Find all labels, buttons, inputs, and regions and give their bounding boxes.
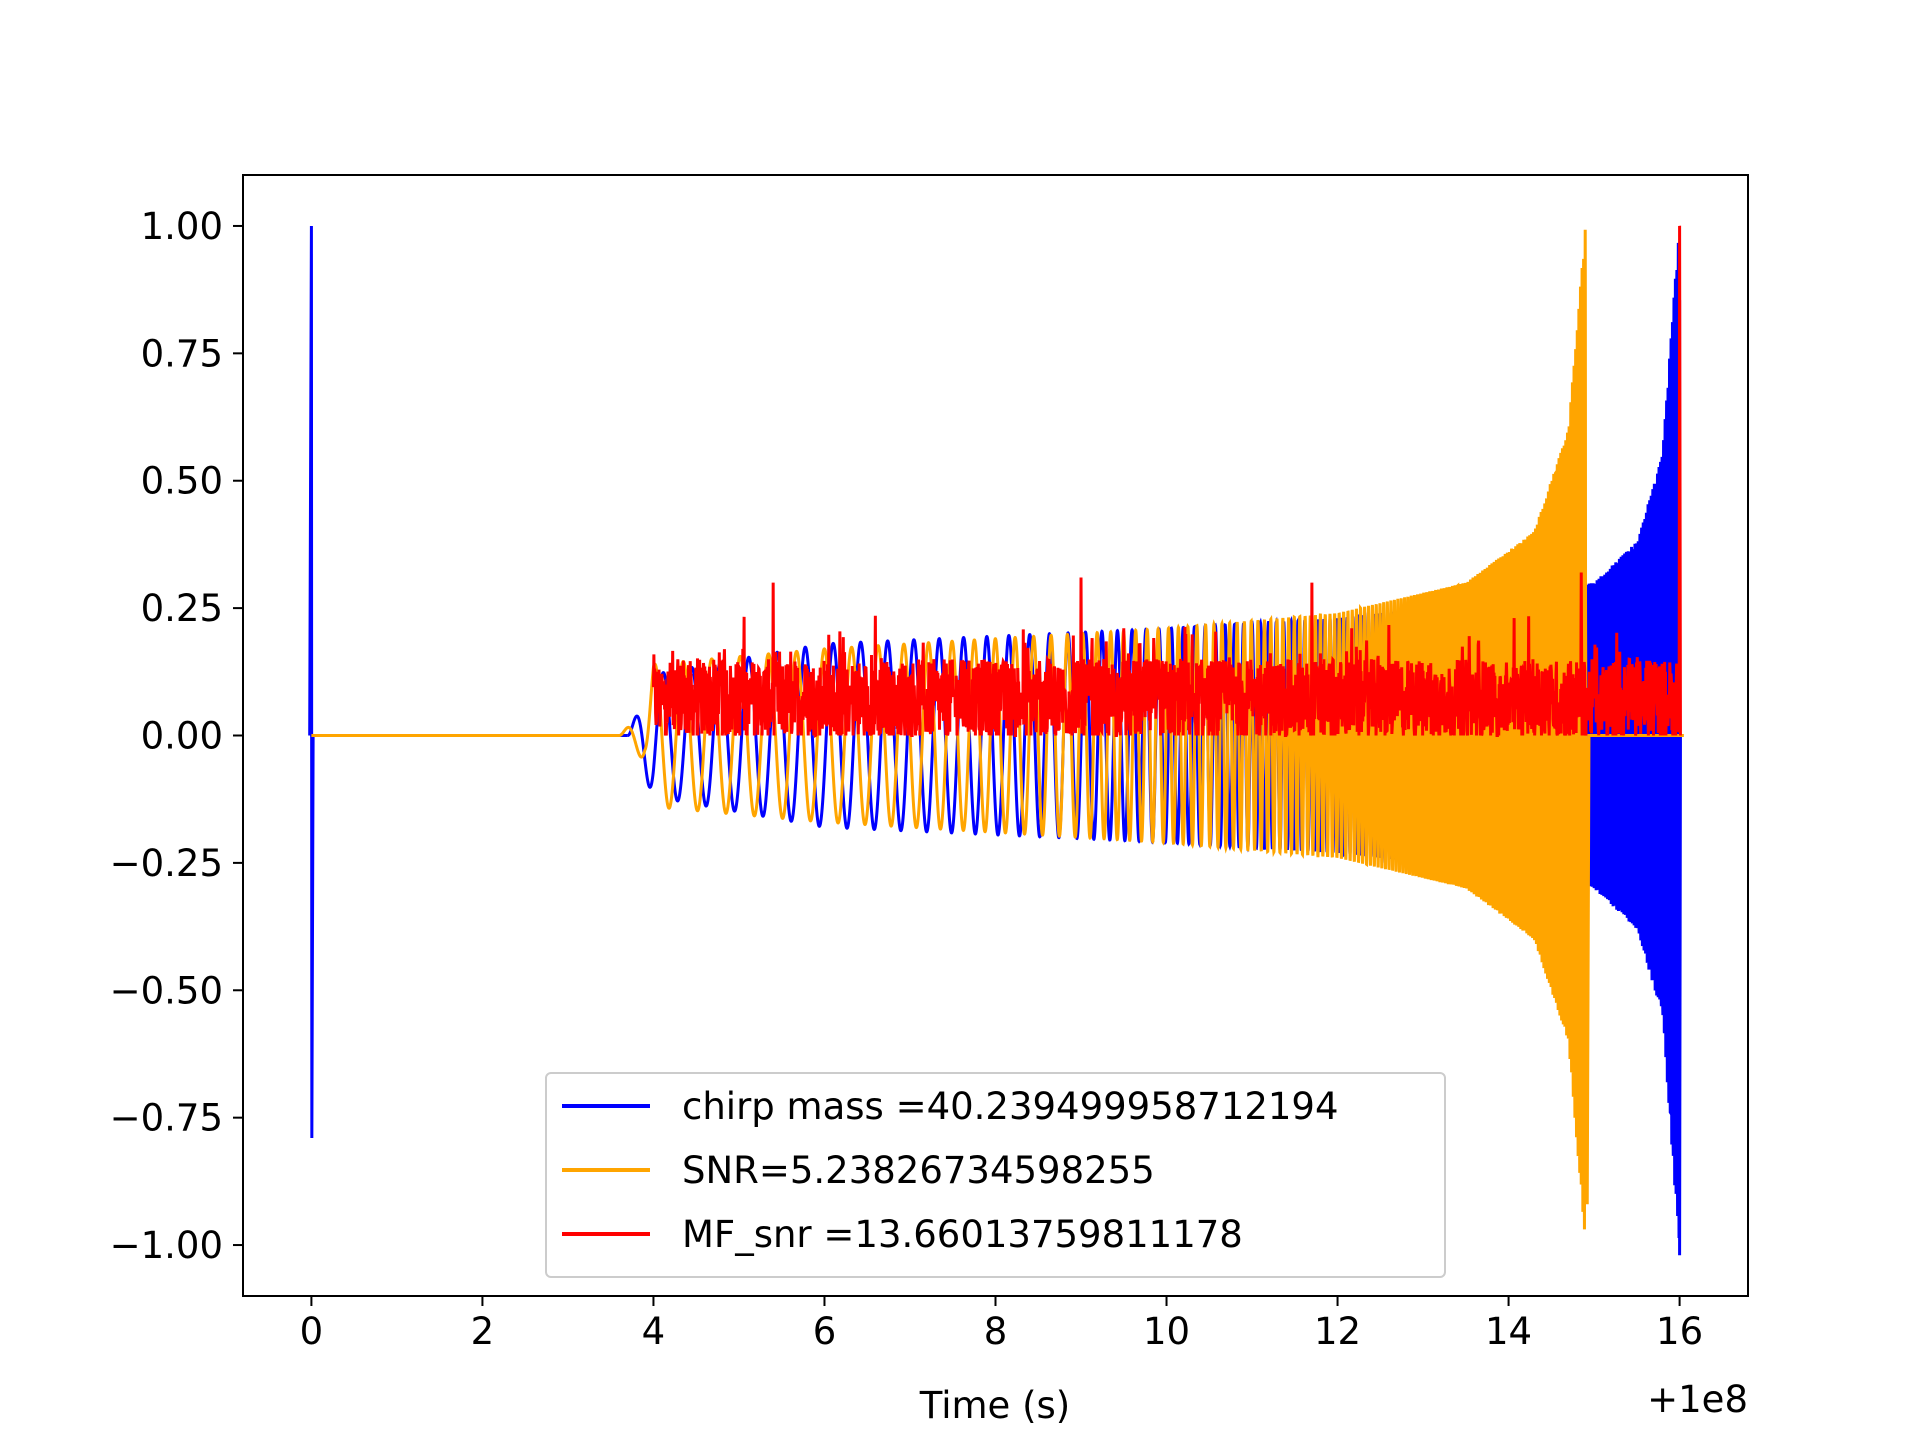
y-tick-label: 0.25 bbox=[141, 587, 223, 630]
x-tick-label: 16 bbox=[1656, 1310, 1703, 1353]
legend-box bbox=[545, 1072, 1446, 1278]
x-tick-label: 0 bbox=[300, 1310, 324, 1353]
x-tick-label: 6 bbox=[813, 1310, 837, 1353]
x-tick-label: 2 bbox=[471, 1310, 495, 1353]
x-tick-label: 4 bbox=[642, 1310, 666, 1353]
y-tick-label: 0.50 bbox=[141, 460, 223, 503]
y-tick-label: 1.00 bbox=[141, 205, 223, 248]
y-tick-label: −0.50 bbox=[110, 969, 223, 1012]
legend-entry-label: MF_snr =13.66013759811178 bbox=[682, 1213, 1243, 1256]
legend: chirp mass =40.239499958712194 SNR=5.2382… bbox=[545, 1072, 1446, 1278]
y-tick-label: −0.75 bbox=[110, 1097, 223, 1140]
series-line-mf-snr bbox=[651, 225, 1682, 739]
x-tick-label: 8 bbox=[984, 1310, 1008, 1353]
y-tick-label: −1.00 bbox=[110, 1224, 223, 1267]
legend-entry-label: chirp mass =40.239499958712194 bbox=[682, 1085, 1339, 1128]
x-tick-label: 12 bbox=[1314, 1310, 1361, 1353]
y-tick-label: 0.00 bbox=[141, 715, 223, 758]
y-tick-label: −0.25 bbox=[110, 842, 223, 885]
series-line-snr bbox=[311, 229, 1684, 1230]
x-axis-offset-label: +1e8 bbox=[1647, 1378, 1748, 1421]
y-tick-label: 0.75 bbox=[141, 332, 223, 375]
x-tick-label: 14 bbox=[1485, 1310, 1532, 1353]
legend-entry-label: SNR=5.23826734598255 bbox=[682, 1149, 1155, 1192]
x-tick-label: 10 bbox=[1143, 1310, 1190, 1353]
x-axis-label: Time (s) bbox=[919, 1384, 1070, 1427]
